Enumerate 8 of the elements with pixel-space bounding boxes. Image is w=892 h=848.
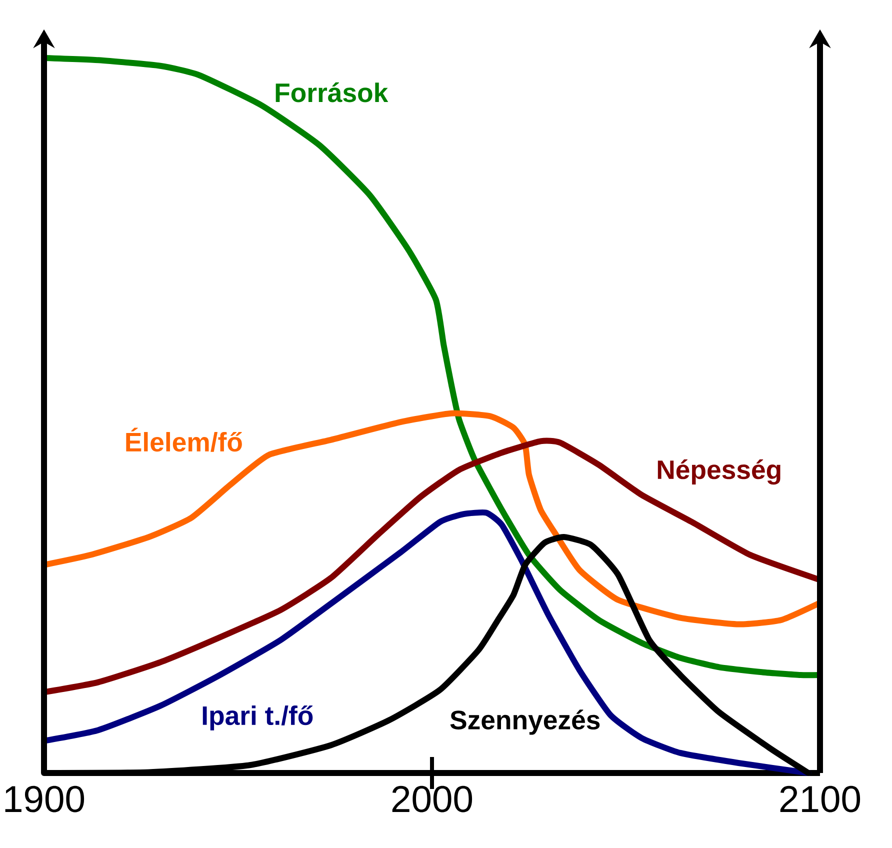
series-label: Szennyezés <box>450 710 600 735</box>
x-tick-label: 2100 <box>780 786 860 812</box>
series-label: Népesség <box>658 459 780 485</box>
x-tick-label: 1900 <box>5 786 84 812</box>
series-label: Élelem/fő <box>126 428 242 452</box>
series-label: Források <box>276 82 388 102</box>
x-tick-label: 2000 <box>392 786 472 812</box>
series-label: Ipari t./fő <box>202 706 313 730</box>
